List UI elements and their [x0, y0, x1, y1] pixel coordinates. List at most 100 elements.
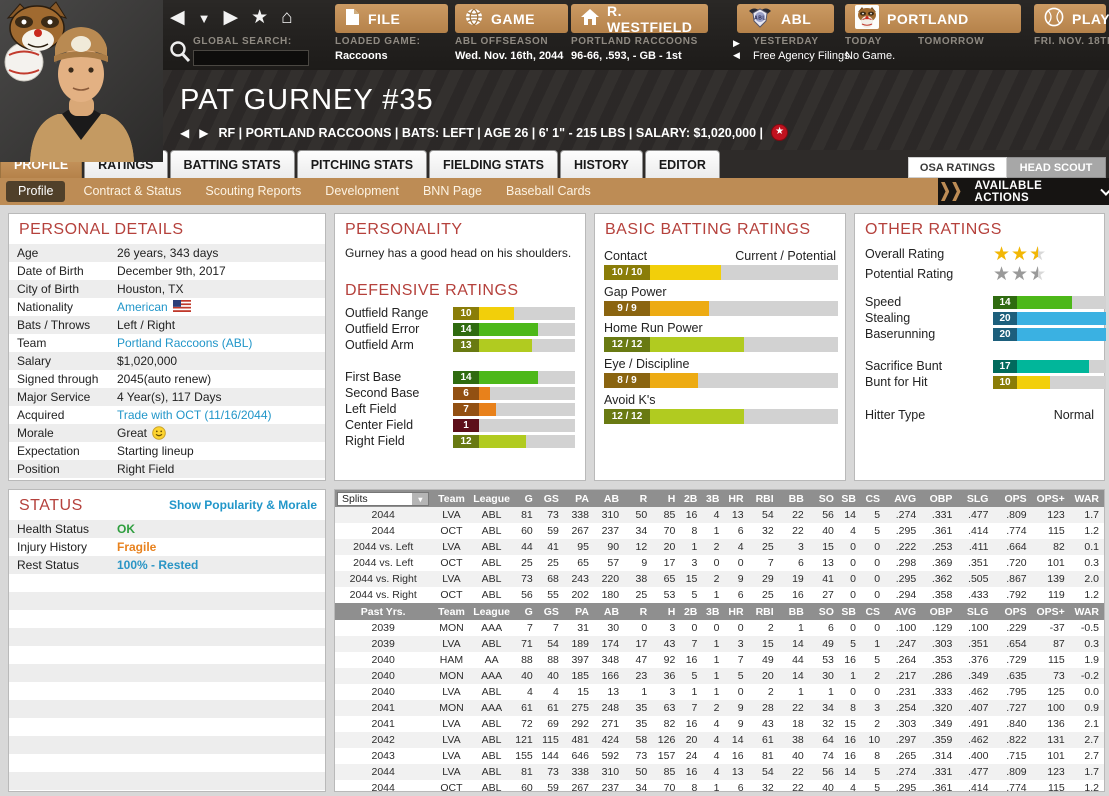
cell: 65: [577, 557, 589, 569]
cell: 6: [737, 525, 744, 537]
table-row[interactable]: 2044 vs. Right LVA ABL 73 68 243 220 38 65 15 2 9 29…: [335, 571, 1104, 587]
star-icon[interactable]: ★: [251, 7, 269, 28]
table-row[interactable]: 2039 LVA ABL 71 54 189 174 17 43 7 1 3 15 14 49 5 1.247.…: [335, 636, 1104, 652]
detail-row: Team Portland Raccoons (ABL): [9, 334, 325, 352]
cell: 2: [713, 702, 720, 714]
detail-text: Right Field: [117, 462, 175, 476]
cell: .303: [931, 638, 953, 650]
batting-rating-label-row: Home Run Power: [595, 321, 845, 335]
cell: MON: [439, 622, 464, 634]
cell: 32: [761, 525, 774, 537]
cell: 5: [691, 589, 698, 601]
table-row[interactable]: 2044 vs. Left LVA ABL 44 41 95 90 12 20 1 2 4 25 3 15 0…: [335, 539, 1104, 555]
cell: .361: [931, 525, 953, 537]
header-cell: AB: [593, 490, 625, 507]
table-row[interactable]: 2040 HAM AA 88 88 397 348 47 92 16 1 7 49 44 53 16 5 .264…: [335, 652, 1104, 668]
subtab-baseball-cards[interactable]: Baseball Cards: [506, 184, 591, 198]
play-button[interactable]: PLAY: [1034, 4, 1109, 33]
cell: 63: [663, 702, 676, 714]
cell: 16: [685, 654, 698, 666]
cell: 2044: [371, 766, 395, 778]
other-rating-row: Speed 14: [855, 294, 1106, 310]
search-input[interactable]: [193, 49, 309, 66]
game-button[interactable]: GAME: [455, 4, 568, 33]
file-button[interactable]: FILE: [335, 4, 448, 33]
detail-link[interactable]: American: [117, 300, 168, 314]
splits-dropdown[interactable]: Splits ▾: [337, 491, 430, 506]
back-icon[interactable]: ◀: [170, 7, 185, 28]
subtab-profile[interactable]: Profile: [6, 181, 66, 202]
table-row[interactable]: 2044 OCT ABL 60 59 267 237 34 70 8 1 6 32 22 40 4 5 .295.…: [335, 523, 1104, 539]
detail-link[interactable]: Trade with OCT (11/16/2044): [117, 408, 272, 422]
rating-bar: 12: [453, 434, 575, 448]
table-row[interactable]: 2039 MON AAA 7 7 31 30 0 3 0 0 0 2 1 6 0 0.100.129.100.2…: [335, 620, 1104, 636]
subtab-contract-status[interactable]: Contract & Status: [83, 184, 182, 198]
subtab-scouting-reports[interactable]: Scouting Reports: [205, 184, 302, 198]
search-icon: [170, 41, 191, 63]
tab-editor[interactable]: EDITOR: [644, 150, 720, 178]
subtab-development[interactable]: Development: [325, 184, 399, 198]
cell: 157: [657, 750, 676, 762]
star-silver-icon: ★: [993, 263, 1011, 285]
detail-label: Major Service: [17, 390, 91, 404]
table-row[interactable]: 2044 LVA ABL 81 73 338 310 50 85 16 4 13 54 22 56 14 5 .2…: [335, 764, 1104, 780]
home-icon[interactable]: ⌂: [281, 7, 293, 28]
team-button[interactable]: PORTLAND: [845, 4, 1021, 33]
table-row[interactable]: 2041 MON AAA 61 61 275 248 35 63 7 2 9 28 22 34 8 3 .254.…: [335, 700, 1104, 716]
cell: .286: [931, 670, 953, 682]
available-actions-bar[interactable]: AVAILABLE ACTIONS: [938, 178, 1109, 205]
rating-label: Second Base: [345, 386, 420, 400]
cell: 174: [601, 638, 620, 650]
rating-bar: 9 / 9: [604, 301, 838, 316]
detail-link[interactable]: Portland Raccoons (ABL): [117, 336, 253, 350]
table-row[interactable]: 2044 LVA ABL 81 73 338 310 50 85 16 4 13 54 22 56 14 5 .2…: [335, 507, 1104, 523]
detail-label: Signed through: [17, 372, 99, 386]
table-row[interactable]: 2043 LVA ABL 155 144 646 592 73 157 24 4 16 81 40 74 16…: [335, 748, 1104, 764]
table-row[interactable]: 2044 vs. Right OCT ABL 56 55 202 180 25 53 5 1 6 25 1…: [335, 587, 1104, 603]
cell: 397: [571, 654, 589, 666]
detail-text: Starting lineup: [117, 444, 194, 458]
tab-pitching-stats[interactable]: PITCHING STATS: [296, 150, 428, 178]
tab-history[interactable]: HISTORY: [559, 150, 643, 178]
show-popularity-link[interactable]: Show Popularity & Morale: [168, 498, 317, 512]
status-label: Injury History: [17, 540, 88, 554]
cell: 9: [641, 557, 648, 569]
table-row[interactable]: 2044 vs. Left OCT ABL 25 25 65 57 9 17 3 0 0 7 6 13 0 0.…: [335, 555, 1104, 571]
cell: ABL: [481, 589, 502, 601]
table-row[interactable]: 2042 LVA ABL 121 115 481 424 58 126 20 4 14 61 38 64 16…: [335, 732, 1104, 748]
scout-toggle-osa-ratings[interactable]: OSA RATINGS: [908, 157, 1007, 178]
svg-text:ABL: ABL: [754, 16, 766, 22]
cell: 267: [571, 782, 589, 794]
forward-icon[interactable]: ▶: [223, 7, 239, 28]
table-row[interactable]: 2040 LVA ABL 4 4 15 13 1 3 1 1 0 2 1 1 0 0.231.333.462.7…: [335, 684, 1104, 700]
cell: 17: [663, 557, 676, 569]
table-row[interactable]: 2041 LVA ABL 72 69 292 271 35 82 16 4 9 43 18 32 15 2 .30…: [335, 716, 1104, 732]
cell: 6: [737, 589, 744, 601]
tab-fielding-stats[interactable]: FIELDING STATS: [429, 150, 558, 178]
rating-value: 7: [453, 402, 479, 416]
subtab-bnn-page[interactable]: BNN Page: [422, 184, 483, 198]
prev-day-icon[interactable]: ◀: [733, 50, 740, 60]
cell: 5: [737, 670, 744, 682]
next-day-icon[interactable]: ▶: [733, 38, 740, 48]
cell: -37: [1049, 622, 1065, 634]
header-cell: OPS: [993, 603, 1032, 620]
cell: 185: [571, 670, 589, 682]
rating-value: 17: [993, 359, 1017, 373]
cell: 90: [607, 541, 620, 553]
prev-player-icon[interactable]: ◀: [180, 125, 192, 140]
league-button[interactable]: ABL ABL: [737, 4, 834, 33]
next-player-icon[interactable]: ▶: [199, 125, 211, 140]
header-cell: R: [624, 603, 653, 620]
rating-bar: 10 / 10: [604, 265, 838, 280]
tab-batting-stats[interactable]: BATTING STATS: [169, 150, 295, 178]
manager-button[interactable]: R. WESTFIELD: [571, 3, 708, 35]
empty-row: [9, 628, 325, 646]
table-row[interactable]: 2040 MON AAA 40 40 185 166 23 36 5 1 5 20 14 30 1 2 .217.…: [335, 668, 1104, 684]
cell: 7: [767, 557, 774, 569]
dropdown-icon[interactable]: ▼: [197, 11, 211, 26]
table-row[interactable]: 2044 OCT ABL 60 59 267 237 34 70 8 1 6 32 22 40 4 5 .295.…: [335, 780, 1104, 796]
scout-toggle-head-scout[interactable]: HEAD SCOUT: [1007, 157, 1106, 178]
rating-label: Stealing: [865, 311, 911, 325]
